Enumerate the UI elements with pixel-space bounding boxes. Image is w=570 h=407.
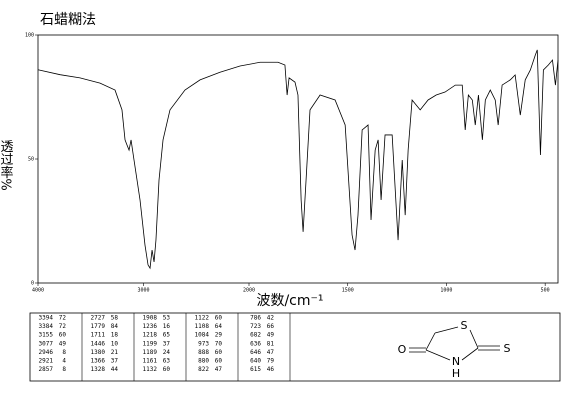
transmittance-cell: 53	[163, 315, 171, 322]
wavenumber-cell: 682	[250, 332, 261, 339]
atom-label: N	[452, 355, 460, 368]
transmittance-cell: 10	[111, 340, 119, 347]
wavenumber-cell: 880	[198, 358, 209, 365]
transmittance-cell: 60	[215, 315, 223, 322]
wavenumber-cell: 1199	[143, 340, 158, 347]
transmittance-cell: 16	[163, 323, 171, 330]
wavenumber-cell: 786	[250, 315, 261, 322]
transmittance-cell: 24	[163, 349, 171, 356]
wavenumber-cell: 3394	[39, 315, 54, 322]
wavenumber-cell: 1711	[91, 332, 106, 339]
wavenumber-cell: 1132	[143, 366, 158, 373]
transmittance-cell: 60	[163, 366, 171, 373]
wavenumber-cell: 1218	[143, 332, 158, 339]
wavenumber-cell: 1380	[91, 349, 106, 356]
wavenumber-cell: 1084	[195, 332, 210, 339]
wavenumber-cell: 2857	[39, 366, 54, 373]
transmittance-cell: 8	[62, 366, 66, 373]
x-tick-label: 4000	[32, 288, 44, 294]
wavenumber-cell: 1779	[91, 323, 106, 330]
wavenumber-cell: 640	[250, 358, 261, 365]
wavenumber-cell: 1189	[143, 349, 158, 356]
transmittance-cell: 49	[267, 332, 275, 339]
transmittance-cell: 29	[215, 332, 223, 339]
atom-label: S	[461, 319, 468, 332]
wavenumber-cell: 1122	[195, 315, 210, 322]
transmittance-cell: 47	[267, 349, 275, 356]
transmittance-cell: 58	[111, 315, 119, 322]
wavenumber-cell: 2946	[39, 349, 54, 356]
transmittance-cell: 81	[267, 340, 275, 347]
spectrum-line	[37, 49, 559, 270]
wavenumber-cell: 1366	[91, 358, 106, 365]
transmittance-cell: 79	[267, 358, 275, 365]
wavenumber-cell: 1161	[143, 358, 158, 365]
transmittance-cell: 84	[111, 323, 119, 330]
transmittance-cell: 65	[163, 332, 171, 339]
transmittance-cell: 64	[215, 323, 223, 330]
wavenumber-cell: 646	[250, 349, 261, 356]
transmittance-cell: 44	[111, 366, 119, 373]
wavenumber-cell: 2921	[39, 358, 54, 365]
transmittance-cell: 37	[111, 358, 119, 365]
x-tick-label: 3000	[137, 288, 149, 294]
wavenumber-cell: 3384	[39, 323, 54, 330]
transmittance-cell: 60	[215, 358, 223, 365]
wavenumber-cell: 1446	[91, 340, 106, 347]
transmittance-cell: 42	[267, 315, 275, 322]
wavenumber-cell: 822	[198, 366, 209, 373]
transmittance-cell: 4	[62, 358, 66, 365]
wavenumber-cell: 723	[250, 323, 261, 330]
atom-label: H	[452, 367, 460, 380]
structure	[409, 326, 500, 361]
wavenumber-cell: 3155	[39, 332, 54, 339]
transmittance-cell: 21	[111, 349, 119, 356]
transmittance-cell: 49	[59, 340, 67, 347]
transmittance-cell: 60	[215, 349, 223, 356]
y-axis-label: 透过率%	[0, 139, 13, 190]
transmittance-cell: 46	[267, 366, 275, 373]
x-axis-label: 波数/cm⁻¹	[256, 293, 323, 309]
chart-title: 石蜡糊法	[40, 12, 96, 28]
transmittance-cell: 18	[111, 332, 119, 339]
atom-label: S	[504, 342, 511, 355]
y-tick-label: 0	[31, 281, 34, 287]
x-tick-label: 1000	[440, 288, 452, 294]
transmittance-cell: 8	[62, 349, 66, 356]
transmittance-cell: 72	[59, 323, 67, 330]
transmittance-cell: 66	[267, 323, 275, 330]
wavenumber-cell: 636	[250, 340, 261, 347]
x-tick-label: 2000	[243, 288, 255, 294]
y-tick-label: 100	[25, 33, 34, 39]
wavenumber-cell: 1908	[143, 315, 158, 322]
atom-label: O	[398, 343, 407, 356]
table-frame	[29, 312, 561, 382]
plot-frame	[37, 34, 559, 284]
wavenumber-cell: 888	[198, 349, 209, 356]
transmittance-cell: 37	[163, 340, 171, 347]
transmittance-cell: 63	[163, 358, 171, 365]
transmittance-cell: 72	[59, 315, 67, 322]
transmittance-cell: 47	[215, 366, 223, 373]
y-tick-label: 50	[28, 157, 34, 163]
wavenumber-cell: 1328	[91, 366, 106, 373]
wavenumber-cell: 1108	[195, 323, 210, 330]
transmittance-cell: 60	[59, 332, 67, 339]
transmittance-cell: 70	[215, 340, 223, 347]
wavenumber-cell: 973	[198, 340, 209, 347]
wavenumber-cell: 1236	[143, 323, 158, 330]
wavenumber-cell: 615	[250, 366, 261, 373]
x-tick-label: 1500	[342, 288, 354, 294]
wavenumber-cell: 3077	[39, 340, 54, 347]
x-tick-label: 500	[541, 288, 550, 294]
wavenumber-cell: 2727	[91, 315, 106, 322]
